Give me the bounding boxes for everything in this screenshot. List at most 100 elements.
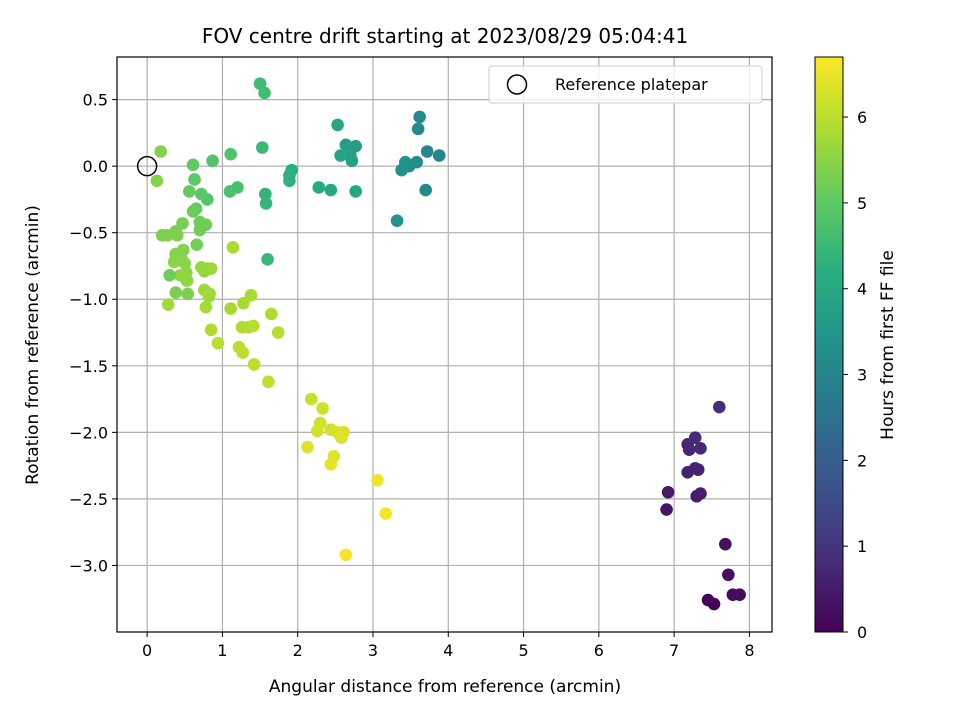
data-point xyxy=(223,185,237,198)
data-point xyxy=(691,463,705,476)
colorbar-gradient xyxy=(814,56,844,633)
data-point xyxy=(395,163,408,177)
data-point xyxy=(226,241,240,254)
data-point xyxy=(349,185,362,198)
legend-label-reference: Reference platepar xyxy=(555,75,708,94)
data-point xyxy=(339,138,353,152)
data-point xyxy=(182,185,196,198)
data-point xyxy=(432,149,446,162)
data-point xyxy=(413,110,426,124)
colorbar-tick-label: 1 xyxy=(857,537,867,556)
data-point xyxy=(202,290,216,303)
data-point xyxy=(337,426,350,439)
y-tick-label: −2.0 xyxy=(69,423,108,442)
data-point xyxy=(733,588,746,602)
y-tick-label: 0.5 xyxy=(83,91,108,110)
data-point xyxy=(150,174,164,188)
x-tick-label: 0 xyxy=(142,641,152,660)
data-point xyxy=(304,392,318,406)
data-point xyxy=(169,286,183,299)
colorbar-label: Hours from first FF file xyxy=(878,250,898,440)
data-point xyxy=(259,187,272,201)
data-point xyxy=(390,214,404,228)
data-point xyxy=(259,197,273,210)
x-tick-label: 7 xyxy=(669,641,679,660)
x-tick-label: 1 xyxy=(217,641,227,660)
plot-frame xyxy=(116,56,773,633)
x-tick-label: 3 xyxy=(368,641,378,660)
data-point xyxy=(246,319,260,333)
data-point xyxy=(371,473,384,487)
data-point xyxy=(661,485,675,499)
data-point xyxy=(195,187,208,201)
data-point xyxy=(256,141,269,154)
data-point xyxy=(283,174,296,188)
data-point xyxy=(167,255,181,269)
x-tick-label: 5 xyxy=(518,641,528,660)
data-point xyxy=(694,487,707,500)
colorbar-tick-label: 3 xyxy=(857,366,867,385)
x-tick-label: 8 xyxy=(744,641,754,660)
colorbar: 0 1 2 3 4 5 6 Hours from first FF file xyxy=(814,56,898,642)
data-point xyxy=(411,122,425,136)
data-point xyxy=(688,431,702,444)
data-point xyxy=(379,507,393,520)
data-point xyxy=(244,288,258,302)
data-point xyxy=(324,183,338,197)
chart-title: FOV centre drift starting at 2023/08/29 … xyxy=(202,24,688,48)
y-tick-label: −3.0 xyxy=(69,556,108,575)
data-point xyxy=(265,307,278,321)
data-point xyxy=(186,205,200,218)
data-point xyxy=(694,442,707,455)
x-tick-label: 6 xyxy=(594,641,604,660)
reference-platepar-marker xyxy=(136,155,158,177)
y-tick-label: −0.5 xyxy=(69,224,108,243)
data-point xyxy=(271,326,285,339)
data-point xyxy=(161,298,175,311)
colorbar-tick-label: 6 xyxy=(857,108,867,127)
data-point xyxy=(253,77,267,90)
data-point xyxy=(316,402,329,415)
data-point xyxy=(199,300,213,314)
y-tick-label: −2.5 xyxy=(69,490,108,509)
data-point xyxy=(719,537,732,551)
data-point xyxy=(193,223,207,237)
colorbar-tick-label: 0 xyxy=(857,623,867,642)
data-point xyxy=(345,154,359,168)
colorbar-tick-label: 4 xyxy=(857,280,867,299)
data-point xyxy=(310,424,324,438)
data-point xyxy=(339,548,353,562)
data-point xyxy=(261,253,274,266)
y-axis-ticks: 0.5 0.0 −0.5 −1.0 −1.5 −2.0 −2.5 −3.0 xyxy=(69,91,117,575)
data-point xyxy=(236,346,250,359)
data-point xyxy=(247,358,261,371)
colorbar-ticks: 0 1 2 3 4 5 6 xyxy=(843,108,867,642)
legend-marker-icon xyxy=(506,74,528,95)
colorbar-tick-label: 5 xyxy=(857,194,867,213)
data-point xyxy=(186,158,200,172)
y-tick-label: 0.0 xyxy=(83,157,108,176)
x-tick-label: 2 xyxy=(293,641,303,660)
grid xyxy=(117,57,772,632)
data-point xyxy=(701,593,715,607)
data-point xyxy=(181,287,195,301)
data-point xyxy=(237,296,250,310)
data-point xyxy=(419,183,432,197)
data-point xyxy=(420,145,434,158)
legend-box xyxy=(488,65,763,104)
data-point xyxy=(301,440,314,454)
data-point xyxy=(722,568,735,582)
x-axis-label: Angular distance from reference (arcmin) xyxy=(269,677,621,697)
data-point xyxy=(712,400,726,414)
data-point xyxy=(161,229,174,242)
data-point xyxy=(258,86,271,100)
data-point xyxy=(334,149,347,162)
data-point xyxy=(180,274,194,287)
x-axis-ticks: 0 1 2 3 4 5 6 7 8 xyxy=(142,632,755,660)
scatter-points xyxy=(150,77,746,611)
data-point xyxy=(163,268,177,282)
data-point xyxy=(178,257,192,270)
data-point xyxy=(331,118,344,132)
data-point xyxy=(170,229,184,242)
data-point xyxy=(190,238,204,251)
